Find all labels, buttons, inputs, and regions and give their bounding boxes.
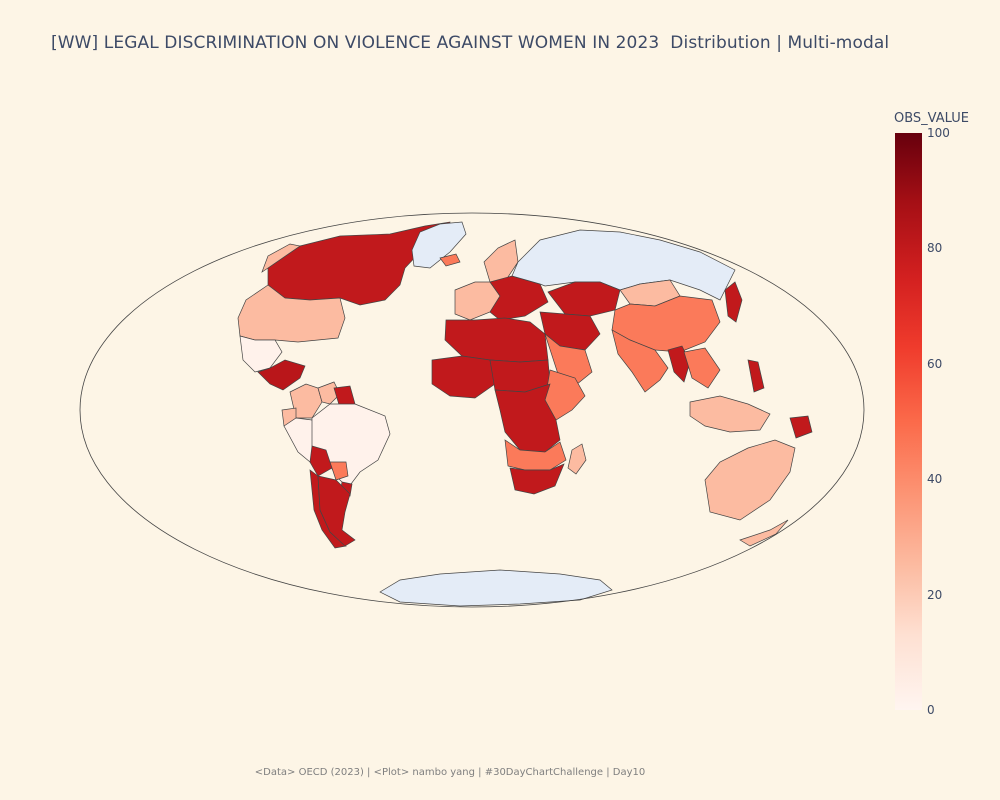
region-south-africa[interactable] bbox=[509, 463, 565, 495]
region-india[interactable] bbox=[611, 329, 669, 393]
colorbar-tick-label: 20 bbox=[927, 587, 943, 602]
footer-credit: <Data> OECD (2023) | <Plot> nambo yang |… bbox=[254, 767, 646, 778]
region-antarctica[interactable] bbox=[379, 569, 613, 607]
region-japan[interactable] bbox=[724, 281, 743, 323]
region-new-zealand[interactable] bbox=[739, 519, 789, 547]
region-paraguay[interactable] bbox=[329, 461, 349, 481]
region-myanmar[interactable] bbox=[667, 345, 691, 383]
colorbar-tick-label: 80 bbox=[927, 241, 943, 256]
colorbar-title: OBS_VALUE bbox=[894, 111, 969, 126]
region-mexico[interactable] bbox=[239, 335, 283, 373]
region-southern-africa[interactable] bbox=[504, 439, 567, 471]
region-greenland[interactable] bbox=[411, 221, 467, 269]
colorbar bbox=[895, 133, 922, 710]
region-australia[interactable] bbox=[704, 439, 796, 521]
region-kazakhstan[interactable] bbox=[547, 281, 621, 317]
region-west-africa[interactable] bbox=[431, 355, 496, 399]
colorbar-tick-label: 40 bbox=[927, 472, 943, 487]
region-north-africa[interactable] bbox=[444, 317, 549, 363]
region-southeast-asia[interactable] bbox=[683, 347, 721, 389]
chart-title: [WW] LEGAL DISCRIMINATION ON VIOLENCE AG… bbox=[51, 33, 890, 53]
region-iceland[interactable] bbox=[439, 253, 461, 267]
region-papua-new-guinea[interactable] bbox=[789, 415, 813, 439]
region-argentina[interactable] bbox=[317, 475, 356, 547]
globe-outline bbox=[79, 212, 865, 608]
region-bolivia[interactable] bbox=[309, 445, 333, 477]
map-regions bbox=[237, 221, 813, 607]
region-philippines[interactable] bbox=[747, 359, 765, 393]
region-alaska[interactable] bbox=[261, 243, 301, 273]
region-brazil[interactable] bbox=[311, 403, 391, 489]
region-indonesia[interactable] bbox=[689, 395, 771, 433]
colorbar-tick-label: 60 bbox=[927, 356, 943, 371]
region-madagascar[interactable] bbox=[567, 443, 587, 475]
colorbar-tick-label: 0 bbox=[927, 703, 935, 717]
colorbar-tick-label: 100 bbox=[927, 126, 950, 140]
region-central-africa[interactable] bbox=[494, 383, 561, 453]
region-russia[interactable] bbox=[511, 229, 736, 301]
region-venezuela[interactable] bbox=[317, 381, 341, 405]
region-central-america[interactable] bbox=[257, 359, 306, 391]
